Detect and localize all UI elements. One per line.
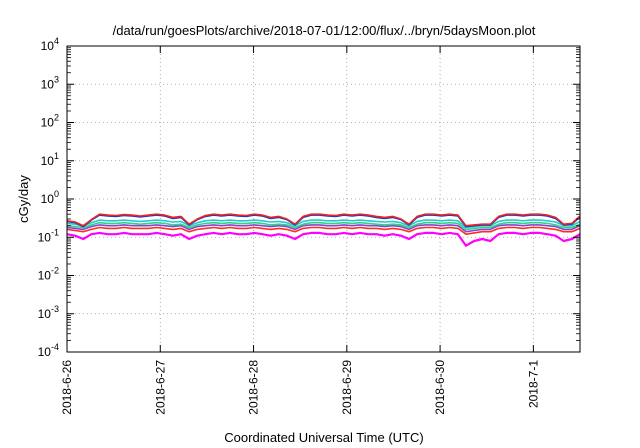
y-tick-label: 100 <box>41 189 59 206</box>
x-axis-ticks: 2018-6-26 2018-6-27 2018-6-28 2018-6-29 2018… <box>60 46 540 415</box>
series-group <box>66 213 581 247</box>
series-line <box>66 226 581 235</box>
x-tick-label: 2018-7-1 <box>526 360 540 408</box>
x-tick-label: 2018-6-29 <box>340 360 354 415</box>
x-tick-label: 2018-6-28 <box>247 360 261 415</box>
series-line <box>66 231 581 247</box>
y-tick-label: 101 <box>41 151 59 168</box>
series-line <box>66 213 581 227</box>
x-tick-label: 2018-6-27 <box>153 360 167 415</box>
x-axis-label: Coordinated Universal Time (UTC) <box>224 430 423 445</box>
y-tick-label: 104 <box>41 36 59 53</box>
x-tick-label: 2018-6-26 <box>60 360 74 415</box>
series-line <box>66 221 581 231</box>
series-line <box>66 219 581 229</box>
x-tick-label: 2018-6-30 <box>433 360 447 415</box>
y-tick-label: 10-3 <box>38 304 59 321</box>
grid-lines <box>67 46 580 352</box>
chart-title: /data/run/goesPlots/archive/2018-07-01/1… <box>113 23 536 38</box>
series-line <box>66 224 581 233</box>
y-tick-label: 10-1 <box>38 227 59 244</box>
y-tick-label: 10-4 <box>38 342 59 359</box>
y-axis-ticks: 10-4 10-3 10-2 10-1 100 101 102 103 104 <box>38 36 580 359</box>
y-tick-label: 103 <box>41 74 59 91</box>
y-axis-label: cGy/day <box>16 175 31 223</box>
y-tick-label: 102 <box>41 113 59 130</box>
y-tick-label: 10-2 <box>38 266 59 283</box>
